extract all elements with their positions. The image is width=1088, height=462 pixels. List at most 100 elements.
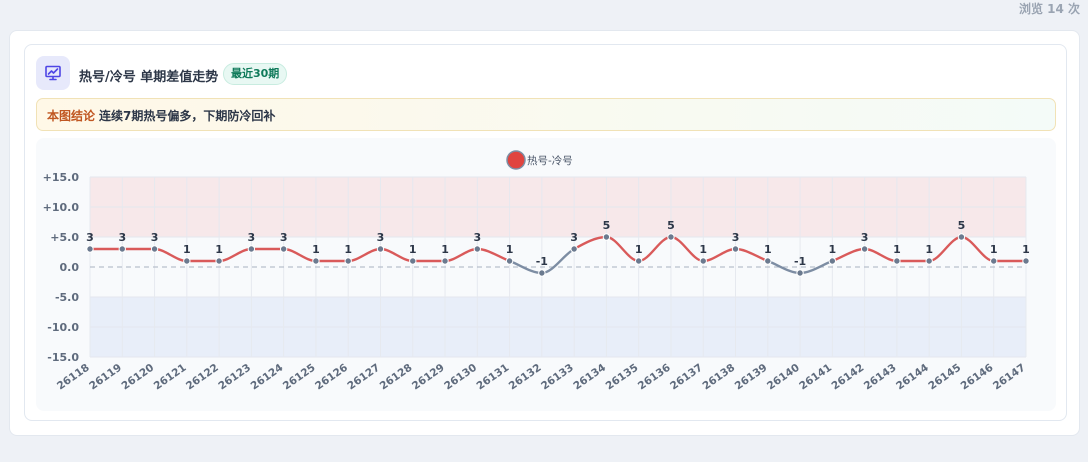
- data-point[interactable]: [893, 257, 901, 265]
- x-tick-label: 26143: [862, 362, 899, 393]
- data-point[interactable]: [183, 257, 191, 265]
- legend-marker[interactable]: [506, 150, 526, 170]
- data-point[interactable]: [409, 257, 417, 265]
- data-label: 1: [893, 243, 901, 256]
- data-point[interactable]: [860, 245, 869, 253]
- data-point[interactable]: [441, 257, 449, 265]
- series-line-segment: [282, 247, 318, 263]
- conclusion-label: 本图结论: [47, 109, 96, 123]
- data-point[interactable]: [957, 233, 966, 241]
- data-label: 1: [635, 243, 643, 256]
- series-line-segment: [960, 235, 995, 263]
- data-label: 3: [473, 231, 481, 244]
- x-tick-label: 26146: [959, 362, 996, 393]
- outer-panel: 热号/冷号 单期差值走势 最近30期 本图结论 连续7期热号偏多，下期防冷回补 …: [9, 30, 1080, 436]
- data-label: 1: [215, 243, 223, 256]
- data-point[interactable]: [634, 257, 643, 265]
- data-label: 1: [1022, 243, 1030, 256]
- data-label: 3: [280, 231, 288, 244]
- data-point[interactable]: [247, 245, 256, 253]
- data-point[interactable]: [764, 257, 772, 265]
- x-tick-label: 26136: [636, 362, 673, 393]
- data-label: 1: [764, 243, 772, 256]
- chart-card: 热号/冷号 单期差值走势 最近30期 本图结论 连续7期热号偏多，下期防冷回补 …: [24, 44, 1067, 421]
- data-point[interactable]: [312, 257, 320, 265]
- x-tick-label: 26133: [539, 362, 576, 393]
- series-line-segment: [379, 247, 414, 263]
- data-label: -1: [536, 255, 548, 268]
- y-tick-label: +10.0: [43, 201, 80, 214]
- data-point[interactable]: [925, 257, 933, 265]
- data-label: 3: [570, 231, 578, 244]
- x-tick-label: 26124: [249, 362, 286, 393]
- data-point[interactable]: [570, 245, 578, 253]
- data-point[interactable]: [699, 257, 707, 265]
- x-tick-label: 26121: [152, 362, 189, 393]
- data-label: 1: [344, 243, 352, 256]
- series-line-segment: [476, 247, 511, 263]
- y-tick-label: +5.0: [50, 231, 79, 244]
- line-chart: +15.0 +10.0 +5.0 0.0 -5.0 -10.0 -15.0 3 3 3 1 1 3 3 1 1…: [43, 150, 1030, 393]
- data-label: 1: [925, 243, 933, 256]
- data-label: 3: [248, 231, 256, 244]
- data-label: 5: [958, 219, 966, 232]
- x-tick-label: 26129: [410, 362, 447, 393]
- chart-title: 热号/冷号 单期差值走势: [79, 70, 219, 85]
- data-label: 1: [506, 243, 514, 256]
- x-tick-label: 26126: [313, 362, 350, 393]
- data-point[interactable]: [344, 257, 352, 265]
- x-tick-label: 26119: [87, 362, 124, 393]
- series-line-segment: [927, 235, 963, 263]
- x-tick-label: 26147: [991, 362, 1028, 393]
- data-label: 3: [151, 231, 159, 244]
- data-point[interactable]: [473, 245, 482, 253]
- data-point[interactable]: [376, 245, 385, 253]
- data-point[interactable]: [828, 257, 837, 265]
- data-point[interactable]: [150, 245, 159, 253]
- conclusion-text: 连续7期热号偏多，下期防冷回补: [99, 109, 276, 123]
- data-point[interactable]: [86, 245, 94, 253]
- x-tick-label: 26127: [345, 362, 382, 393]
- x-tick-label: 26142: [830, 362, 867, 393]
- y-tick-label: -5.0: [55, 291, 79, 304]
- series-line-segment: [702, 247, 737, 263]
- y-tick-label: -10.0: [47, 321, 79, 334]
- data-label: 1: [312, 243, 320, 256]
- series-line-segment: [734, 247, 769, 263]
- x-tick-label: 26139: [733, 362, 770, 393]
- y-tick-label: +15.0: [43, 171, 80, 184]
- data-label: 3: [377, 231, 385, 244]
- data-point[interactable]: [118, 245, 126, 253]
- x-tick-label: 26120: [119, 362, 156, 393]
- series-line-segment: [831, 247, 866, 263]
- x-tick-label: 26122: [184, 362, 221, 393]
- data-label: 3: [118, 231, 126, 244]
- data-label: 1: [409, 243, 417, 256]
- legend-label[interactable]: 热号-冷号: [527, 154, 573, 167]
- series-line-segment: [347, 247, 382, 263]
- series-line-segment: [637, 235, 673, 263]
- series-line-segment: [669, 235, 705, 263]
- data-point[interactable]: [1022, 257, 1030, 265]
- data-point[interactable]: [731, 245, 740, 253]
- data-label: 5: [667, 219, 675, 232]
- data-point[interactable]: [796, 269, 804, 277]
- data-point[interactable]: [505, 257, 514, 265]
- y-tick-label: 0.0: [60, 261, 80, 274]
- data-point[interactable]: [990, 257, 998, 265]
- data-label: -1: [794, 255, 806, 268]
- x-tick-label: 26130: [442, 362, 479, 393]
- data-label: 3: [86, 231, 94, 244]
- data-label: 1: [990, 243, 998, 256]
- data-point[interactable]: [602, 233, 611, 241]
- chart-trend-icon: [36, 56, 70, 90]
- data-point[interactable]: [667, 233, 675, 241]
- x-tick-label: 26135: [604, 362, 641, 393]
- x-tick-label: 26144: [894, 362, 931, 393]
- x-tick-label: 26140: [765, 362, 802, 393]
- data-point[interactable]: [215, 257, 223, 265]
- data-point[interactable]: [279, 245, 288, 253]
- series-line-segment: [572, 235, 608, 251]
- data-point[interactable]: [538, 269, 546, 277]
- view-count: 浏览 14 次: [1018, 2, 1080, 16]
